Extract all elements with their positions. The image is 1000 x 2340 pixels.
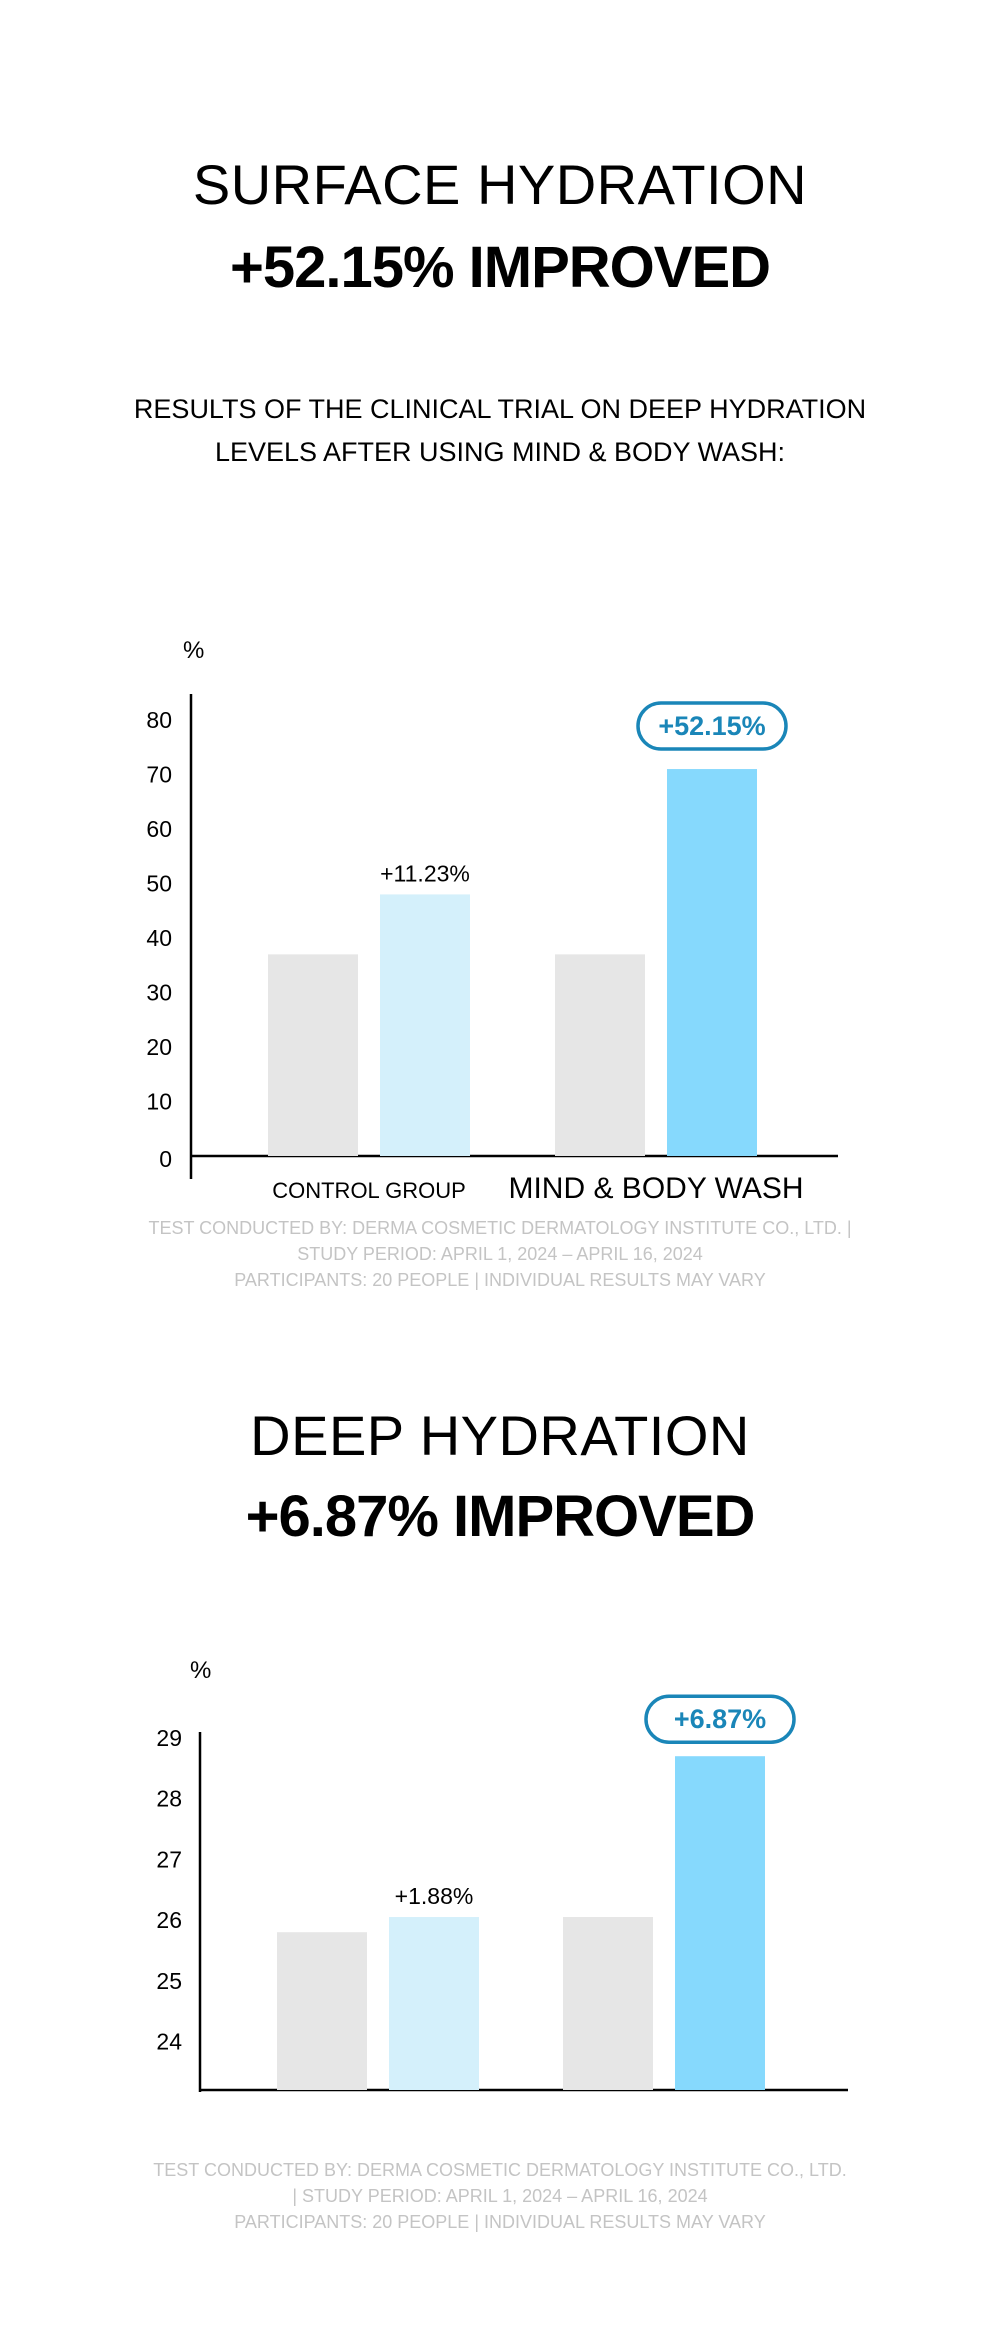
data-label-pill bbox=[644, 1694, 796, 1744]
x-category-label: MIND & BODY WASH bbox=[508, 1172, 803, 1205]
y-tick-label: 60 bbox=[146, 816, 172, 842]
bar bbox=[555, 954, 645, 1156]
trial-description-line-2: LEVELS AFTER USING MIND & BODY WASH: bbox=[214, 437, 786, 467]
bar bbox=[380, 894, 470, 1156]
footnote-line-2: | STUDY PERIOD: APRIL 1, 2024 – APRIL 16… bbox=[292, 2186, 708, 2206]
y-tick-label: 26 bbox=[156, 1907, 182, 1933]
y-tick-label: 70 bbox=[146, 762, 172, 788]
deep-hydration-footnote: TEST CONDUCTED BY: DERMA COSMETIC DERMAT… bbox=[0, 2157, 1000, 2235]
bar bbox=[268, 954, 358, 1156]
footnote-line-1: TEST CONDUCTED BY: DERMA COSMETIC DERMAT… bbox=[153, 2160, 847, 2180]
bar bbox=[667, 769, 757, 1156]
trial-description: RESULTS OF THE CLINICAL TRIAL ON DEEP HY… bbox=[0, 388, 1000, 474]
y-tick-label: 29 bbox=[156, 1725, 182, 1751]
deep-hydration-headline: +6.87% IMPROVED bbox=[245, 1484, 756, 1549]
data-label: +52.15% bbox=[658, 711, 765, 741]
y-tick-label: 24 bbox=[156, 2028, 182, 2054]
footnote-line-2: STUDY PERIOD: APRIL 1, 2024 – APRIL 16, … bbox=[297, 1244, 703, 1264]
y-axis-label: % bbox=[183, 637, 204, 664]
deep-hydration-chart: %242526272829CONTROL GROUP+1.88%MIND & B… bbox=[156, 1657, 848, 2092]
y-tick-label: 50 bbox=[146, 871, 172, 897]
surface-hydration-chart: % 0 10 20 30 40 50 60 70 80 CONTROL GROUP +11.23% MI… bbox=[146, 637, 838, 1205]
trial-description-line-1: RESULTS OF THE CLINICAL TRIAL ON DEEP HY… bbox=[133, 394, 867, 424]
y-axis-label: % bbox=[190, 1657, 211, 1684]
y-tick-label: 20 bbox=[146, 1034, 172, 1060]
y-tick-label: 30 bbox=[146, 980, 172, 1006]
bar bbox=[389, 1917, 479, 2090]
y-tick-label: 80 bbox=[146, 707, 172, 733]
data-label: +11.23% bbox=[380, 860, 470, 886]
y-tick-label: 10 bbox=[146, 1089, 172, 1115]
bar bbox=[675, 1756, 765, 2090]
y-tick-label: 27 bbox=[156, 1846, 182, 1872]
bar bbox=[277, 1932, 367, 2090]
y-tick-label: 25 bbox=[156, 1968, 182, 1994]
y-tick-label: 28 bbox=[156, 1786, 182, 1812]
footnote-line-3: PARTICIPANTS: 20 PEOPLE | INDIVIDUAL RES… bbox=[234, 1270, 766, 1290]
data-label: +1.88% bbox=[395, 1883, 474, 1909]
data-label-pill bbox=[636, 701, 788, 751]
footnote-line-1: TEST CONDUCTED BY: DERMA COSMETIC DERMAT… bbox=[148, 1218, 852, 1238]
data-label: +6.87% bbox=[674, 1704, 766, 1734]
x-category-label: CONTROL GROUP bbox=[272, 1178, 466, 1203]
surface-hydration-title: SURFACE HYDRATION bbox=[192, 153, 808, 216]
bar bbox=[563, 1917, 653, 2090]
surface-hydration-footnote: TEST CONDUCTED BY: DERMA COSMETIC DERMAT… bbox=[0, 1215, 1000, 1293]
deep-hydration-title: DEEP HYDRATION bbox=[250, 1404, 750, 1467]
y-tick-label: 0 bbox=[159, 1146, 172, 1172]
y-tick-label: 40 bbox=[146, 925, 172, 951]
footnote-line-3: PARTICIPANTS: 20 PEOPLE | INDIVIDUAL RES… bbox=[234, 2212, 766, 2232]
surface-hydration-headline: +52.15% IMPROVED bbox=[229, 235, 771, 300]
